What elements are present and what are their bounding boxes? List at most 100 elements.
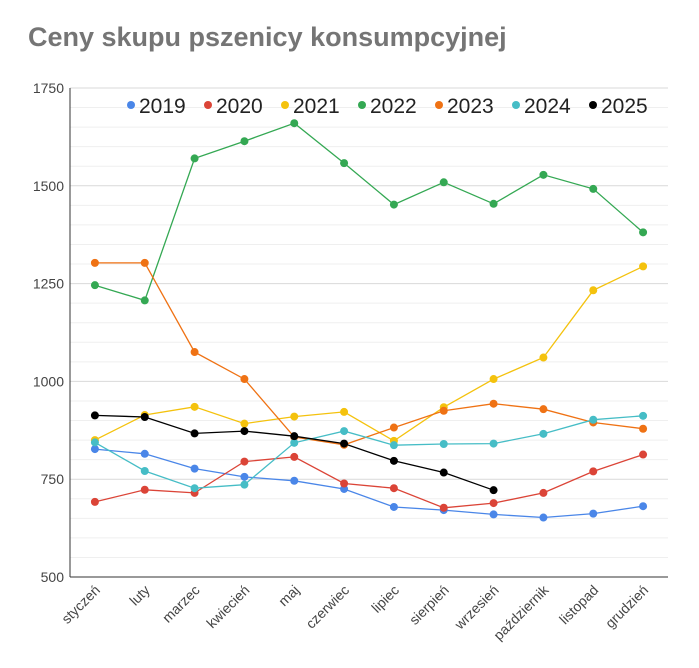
data-point	[190, 484, 199, 493]
legend-marker	[512, 101, 520, 109]
data-point	[539, 170, 548, 179]
legend-entry: 2022	[358, 95, 417, 118]
data-point	[639, 450, 648, 459]
series-line	[94, 122, 644, 302]
legend-entry: 2020	[204, 95, 263, 118]
legend-entry: 2019	[127, 95, 186, 118]
data-point	[589, 415, 598, 424]
data-point	[290, 432, 299, 441]
data-point	[589, 509, 598, 518]
data-point	[190, 348, 199, 357]
y-tick-label: 1500	[33, 178, 64, 194]
data-point	[290, 438, 299, 447]
data-point	[290, 412, 299, 421]
data-point	[340, 407, 349, 416]
legend-marker	[358, 101, 366, 109]
data-point	[389, 484, 398, 493]
data-point	[489, 399, 498, 408]
x-tick-label: kwiecień	[203, 582, 252, 631]
legend-label: 2021	[293, 95, 340, 118]
grid-lines	[70, 87, 668, 558]
data-point	[539, 513, 548, 522]
series-2024	[90, 411, 648, 493]
data-point	[90, 411, 99, 420]
data-point	[290, 452, 299, 461]
series-line	[94, 453, 644, 509]
x-tick-label: czerwiec	[302, 582, 352, 632]
legend-label: 2019	[139, 95, 186, 118]
data-point	[140, 466, 149, 475]
data-point	[190, 464, 199, 473]
legend: 2019 2020 2021 2022 2023 2024 2025	[127, 95, 648, 118]
series-line	[94, 262, 644, 446]
data-point	[240, 472, 249, 481]
x-tick-label: luty	[126, 582, 153, 609]
data-point	[639, 411, 648, 420]
x-tick-label: styczeń	[58, 582, 103, 627]
y-tick-label: 1000	[33, 373, 64, 389]
data-point	[90, 445, 99, 454]
data-point	[489, 375, 498, 384]
legend-marker	[589, 101, 597, 109]
data-point	[240, 137, 249, 146]
data-point	[539, 429, 548, 438]
x-tick-label: marzec	[159, 582, 203, 626]
y-axis-tick-labels: 500 750 1000 1250 1500 1750	[33, 80, 64, 585]
data-point	[389, 441, 398, 450]
data-point	[639, 228, 648, 237]
data-point	[439, 178, 448, 187]
data-point	[90, 438, 99, 447]
data-point	[489, 439, 498, 448]
legend-entry: 2023	[435, 95, 494, 118]
x-tick-label: wrzesień	[451, 582, 502, 633]
data-point	[240, 419, 249, 428]
data-point	[489, 499, 498, 508]
data-point	[539, 405, 548, 414]
data-point	[140, 258, 149, 267]
data-point	[589, 286, 598, 295]
data-point	[240, 457, 249, 466]
data-point	[489, 510, 498, 519]
x-tick-label: listopad	[556, 582, 601, 627]
x-tick-label: lipiec	[368, 582, 402, 616]
legend-label: 2022	[370, 95, 417, 118]
series-line	[94, 265, 644, 442]
data-point	[489, 199, 498, 208]
series-lines	[90, 119, 648, 522]
x-tick-label: grudzień	[602, 582, 651, 631]
data-point	[639, 502, 648, 511]
data-point	[439, 468, 448, 477]
data-point	[190, 402, 199, 411]
data-point	[489, 486, 498, 495]
data-point	[639, 262, 648, 271]
data-point	[589, 184, 598, 193]
series-line	[94, 448, 644, 519]
data-point	[389, 200, 398, 209]
data-point	[240, 427, 249, 436]
data-point	[290, 119, 299, 128]
legend-marker	[204, 101, 212, 109]
data-point	[589, 467, 598, 476]
series-2021	[90, 262, 648, 445]
y-tick-label: 1750	[33, 80, 64, 96]
data-point	[340, 439, 349, 448]
data-point	[439, 439, 448, 448]
data-point	[389, 456, 398, 465]
y-tick-label: 500	[41, 569, 65, 585]
chart-title: Ceny skupu pszenicy konsumpcyjnej	[28, 22, 507, 52]
data-point	[439, 406, 448, 415]
x-axis-tick-labels: styczeń luty marzec kwiecień maj czerwiec lipi…	[58, 581, 651, 643]
x-tick-label: sierpień	[406, 582, 452, 628]
data-point	[240, 375, 249, 384]
data-point	[340, 159, 349, 168]
data-point	[340, 479, 349, 488]
y-tick-label: 750	[41, 471, 65, 487]
data-point	[190, 154, 199, 163]
legend-entry: 2024	[512, 95, 571, 118]
legend-marker	[127, 101, 135, 109]
data-point	[539, 488, 548, 497]
data-point	[290, 476, 299, 485]
data-point	[539, 353, 548, 362]
legend-marker	[435, 101, 443, 109]
